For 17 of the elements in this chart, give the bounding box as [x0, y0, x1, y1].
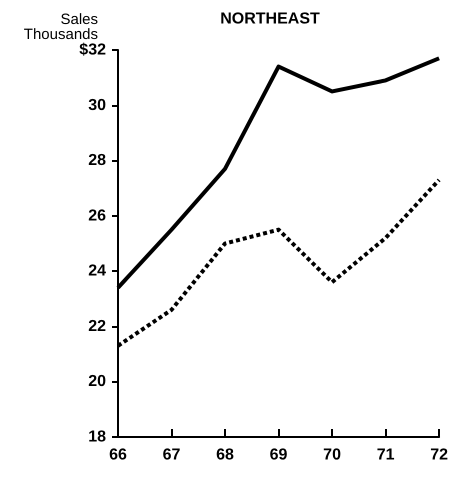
- x-tick-label: 67: [162, 446, 181, 464]
- x-tick-label: 71: [376, 446, 395, 464]
- y-tick-label: 30: [88, 96, 106, 114]
- x-tick-label: 66: [109, 446, 127, 464]
- x-tick-label: 72: [430, 446, 448, 464]
- y-tick-label: 26: [88, 207, 106, 224]
- y-tick-label: 18: [88, 428, 106, 446]
- y-tick-label: 22: [88, 318, 106, 335]
- chart-title: NORTHEAST: [220, 10, 320, 28]
- x-tick-label: 68: [216, 446, 234, 464]
- y-axis-title: Sales Thousands: [24, 11, 98, 43]
- y-tick-label: 20: [88, 373, 106, 390]
- y-tick-label: 28: [88, 152, 106, 170]
- y-tick-label: 24: [88, 262, 106, 280]
- x-tick-label: 69: [270, 446, 288, 464]
- y-tick-label: $32: [79, 42, 106, 58]
- x-tick-label: 70: [323, 446, 342, 464]
